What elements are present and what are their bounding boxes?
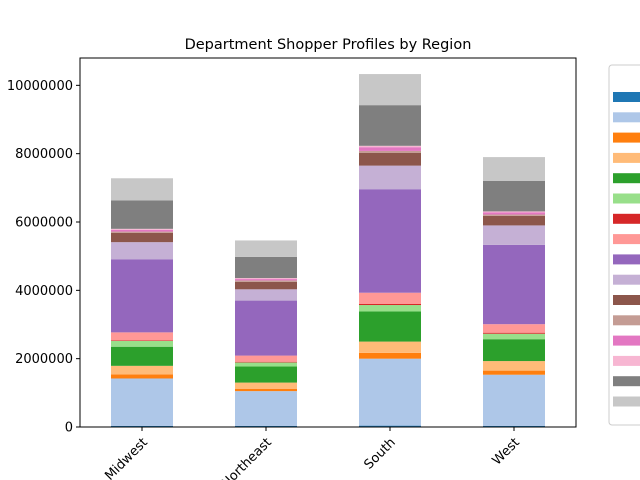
bar-segment bbox=[483, 211, 545, 213]
legend-swatch bbox=[613, 152, 640, 163]
bar-segment bbox=[235, 278, 297, 280]
y-tick-label: 2000000 bbox=[15, 352, 73, 367]
legend-swatch bbox=[613, 92, 640, 102]
x-tick-label: West bbox=[490, 435, 523, 468]
bar-segment bbox=[111, 340, 173, 341]
bar-segment bbox=[483, 374, 545, 426]
bar-segment bbox=[235, 362, 297, 367]
legend bbox=[608, 64, 640, 426]
bar-segment bbox=[111, 231, 173, 233]
y-tick-label: 6000000 bbox=[15, 216, 73, 231]
x-tick-label: Midwest bbox=[102, 435, 151, 480]
bar-segment bbox=[111, 229, 173, 232]
bar-segment bbox=[359, 358, 421, 426]
legend-swatch bbox=[613, 315, 640, 326]
legend-swatch bbox=[613, 295, 640, 305]
x-axis: Midwest Northeast South West bbox=[102, 427, 523, 480]
bar-segment bbox=[235, 391, 297, 426]
bar-segment bbox=[235, 366, 297, 383]
bar-segment bbox=[359, 311, 421, 342]
bar-segment bbox=[235, 300, 297, 356]
bar-segment bbox=[111, 374, 173, 379]
bar-segment bbox=[111, 200, 173, 229]
y-tick-label: 0 bbox=[65, 421, 73, 436]
legend-swatch bbox=[613, 376, 640, 387]
bar-segment bbox=[235, 281, 297, 290]
bar-segment bbox=[111, 228, 173, 230]
bar-segment bbox=[359, 165, 421, 190]
bar-segment bbox=[235, 289, 297, 301]
bar-segment bbox=[359, 425, 421, 427]
bar-segment bbox=[235, 279, 297, 281]
bar-segment bbox=[111, 425, 173, 427]
legend-swatch bbox=[613, 132, 640, 143]
bar-segment bbox=[359, 305, 421, 312]
bars-layer bbox=[111, 74, 545, 427]
bar-segment bbox=[111, 178, 173, 201]
bar-segment bbox=[235, 361, 297, 363]
bar-segment bbox=[359, 105, 421, 146]
bar-segment bbox=[111, 340, 173, 347]
legend-swatch bbox=[613, 335, 640, 346]
bar-segment bbox=[235, 382, 297, 389]
bar-segment bbox=[111, 232, 173, 243]
bar-segment bbox=[235, 425, 297, 427]
x-tick-label: Northeast bbox=[219, 435, 275, 480]
bar-segment bbox=[483, 225, 545, 245]
legend-swatch bbox=[613, 193, 640, 204]
bar-segment bbox=[483, 212, 545, 215]
bar-segment bbox=[483, 324, 545, 333]
bar-segment bbox=[111, 346, 173, 366]
bar-segment bbox=[359, 152, 421, 166]
bar-segment bbox=[483, 425, 545, 427]
bar-segment bbox=[483, 244, 545, 325]
legend-swatch bbox=[613, 213, 640, 224]
bar-segment bbox=[359, 292, 421, 304]
bar-segment bbox=[111, 242, 173, 260]
bar-segment bbox=[483, 339, 545, 362]
bar-segment bbox=[235, 355, 297, 362]
legend-swatch bbox=[613, 274, 640, 285]
y-tick-label: 4000000 bbox=[15, 284, 73, 299]
bar-segment bbox=[235, 240, 297, 257]
bar-segment bbox=[483, 333, 545, 340]
chart-title: Department Shopper Profiles by Region bbox=[185, 37, 472, 53]
bar-segment bbox=[483, 370, 545, 375]
bar-segment bbox=[235, 280, 297, 282]
legend-swatch bbox=[613, 396, 640, 407]
bar-segment bbox=[483, 181, 545, 212]
bar-segment bbox=[483, 157, 545, 181]
bar-segment bbox=[483, 215, 545, 226]
bar-segment bbox=[359, 189, 421, 293]
legend-swatch bbox=[613, 234, 640, 245]
bar-segment bbox=[483, 214, 545, 216]
x-tick-label: South bbox=[362, 435, 399, 472]
bar-segment bbox=[111, 378, 173, 426]
bar-segment bbox=[359, 74, 421, 106]
plot-frame bbox=[79, 57, 577, 428]
bar-segment bbox=[483, 361, 545, 371]
y-tick-label: 8000000 bbox=[15, 147, 73, 162]
bar-segment bbox=[359, 352, 421, 359]
bar-segment bbox=[235, 388, 297, 392]
bar-segment bbox=[359, 147, 421, 151]
legend-swatch bbox=[613, 355, 640, 366]
bar-segment bbox=[359, 304, 421, 306]
legend-swatch bbox=[613, 254, 640, 265]
bar-segment bbox=[111, 365, 173, 375]
bar-segment bbox=[359, 150, 421, 153]
bar-segment bbox=[111, 332, 173, 341]
legend-swatch bbox=[613, 173, 640, 184]
bar-segment bbox=[111, 259, 173, 333]
bar-segment bbox=[359, 145, 421, 148]
bar-segment bbox=[483, 332, 545, 334]
y-tick-label: 10000000 bbox=[7, 79, 73, 94]
legend-swatch bbox=[613, 112, 640, 123]
bar-segment bbox=[359, 341, 421, 353]
y-axis: 0 2000000 4000000 6000000 8000000 10000000 bbox=[7, 79, 80, 436]
bar-segment bbox=[235, 256, 297, 279]
